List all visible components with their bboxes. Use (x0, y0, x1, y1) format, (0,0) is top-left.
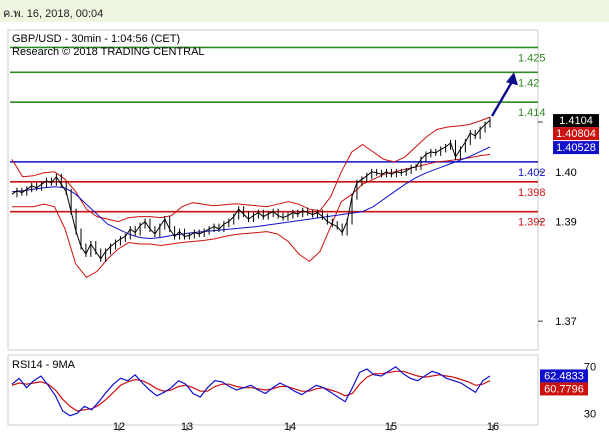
rsi-tick-label: 30 (584, 408, 596, 420)
x-tick-label: 14 (284, 421, 296, 433)
chart-title: GBP/USD - 30min - 1:04:56 (CET) (12, 33, 180, 45)
chart-subtitle: Research © 2018 TRADING CENTRAL (12, 46, 205, 58)
level-label: 1.42 (518, 77, 539, 89)
level-label: 1.402 (518, 167, 546, 179)
header-date: ค.พ. 16, 2018, 00:04 (3, 4, 103, 22)
rsi-label: RSI14 - 9MA (12, 359, 76, 371)
level-label: 1.392 (518, 217, 546, 229)
rsi-tag-label: 62.4833 (544, 370, 584, 382)
x-tick-label: 16 (487, 421, 499, 433)
rsi-panel (8, 355, 538, 425)
y-tick-label: 1.39 (555, 217, 576, 229)
x-tick-label: 12 (113, 421, 125, 433)
price-tag-label: 1.40804 (556, 128, 596, 140)
x-tick-label: 13 (181, 421, 193, 433)
rsi-tag-label: 60.7796 (544, 383, 584, 395)
level-label: 1.425 (518, 52, 546, 64)
price-chart[interactable]: 1.411.401.391.371.4251.421.4141.4021.398… (0, 22, 609, 446)
level-label: 1.414 (518, 107, 546, 119)
price-tag-label: 1.4104 (559, 115, 593, 127)
price-tag-label: 1.40528 (556, 142, 596, 154)
header-bar: ค.พ. 16, 2018, 00:04 (0, 0, 609, 22)
level-label: 1.398 (518, 187, 546, 199)
y-tick-label: 1.37 (555, 316, 576, 328)
main-panel (8, 30, 538, 350)
x-tick-label: 15 (385, 421, 397, 433)
y-tick-label: 1.40 (555, 167, 576, 179)
